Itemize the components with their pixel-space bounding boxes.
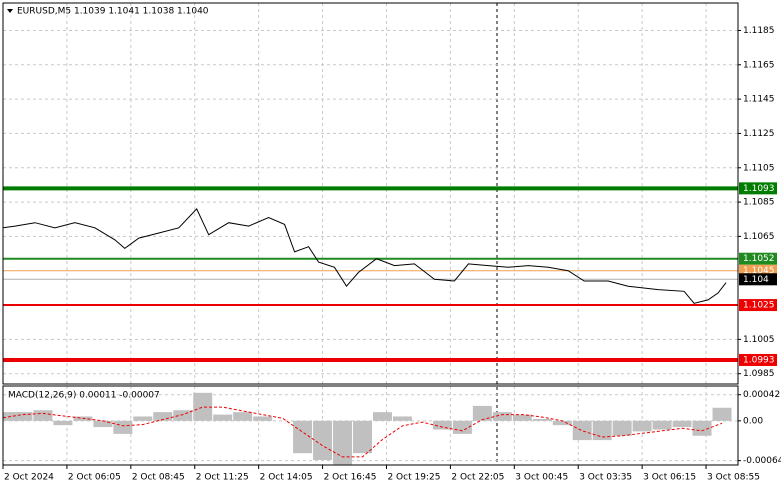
x-tick-label: 3 Oct 06:15 bbox=[643, 473, 696, 483]
x-tick-label: 2 Oct 06:05 bbox=[68, 473, 121, 483]
y-tick-label: 1.1125 bbox=[743, 129, 775, 139]
histogram-bar bbox=[313, 420, 333, 461]
level-label: 1.1052 bbox=[743, 254, 775, 264]
level-label-box bbox=[739, 273, 777, 286]
histogram-bar bbox=[293, 420, 313, 454]
main-frame bbox=[2, 2, 739, 385]
level-label: 1.1045 bbox=[743, 266, 775, 276]
histogram-bar bbox=[253, 416, 273, 421]
histogram-bar bbox=[472, 405, 492, 421]
histogram-bar bbox=[133, 416, 153, 421]
histogram-bar bbox=[612, 420, 632, 436]
macd-frame bbox=[2, 385, 739, 466]
histogram-bar bbox=[552, 420, 572, 426]
menu-triangle bbox=[7, 9, 13, 13]
x-tick-label: 2 Oct 19:25 bbox=[387, 473, 440, 483]
y-tick-label: 1.1105 bbox=[743, 163, 775, 173]
y-tick-label: 1.1185 bbox=[743, 26, 775, 36]
price-line bbox=[2, 208, 727, 304]
level-label-box bbox=[739, 182, 777, 195]
histogram-bar bbox=[392, 416, 412, 421]
histogram-bar bbox=[53, 420, 73, 426]
symbol-title: EURUSD,M5 1.1039 1.1041 1.1038 1.1040 bbox=[17, 7, 209, 17]
histogram-bar bbox=[93, 420, 113, 428]
histogram-bar bbox=[492, 412, 512, 421]
level-label-box bbox=[739, 252, 777, 265]
x-tick-label: 2 Oct 22:05 bbox=[451, 473, 504, 483]
histogram-bar bbox=[3, 412, 22, 421]
y-tick-label: 1.0985 bbox=[743, 369, 775, 379]
x-tick-label: 3 Oct 03:35 bbox=[579, 473, 632, 483]
histogram-bar bbox=[353, 420, 372, 454]
level-label: 1.104 bbox=[743, 275, 769, 285]
x-tick-label: 2 Oct 2024 bbox=[4, 473, 54, 483]
y-tick-label: 1.1145 bbox=[743, 95, 775, 105]
x-tick-label: 3 Oct 00:45 bbox=[515, 473, 568, 483]
histogram-bar bbox=[512, 414, 532, 421]
histogram-bar bbox=[672, 420, 692, 428]
histogram-bar bbox=[153, 412, 173, 421]
content: 1.1185 1.1165 1.1145 1.1125 1.1105 1.1085 1.10… bbox=[2, 3, 781, 483]
histogram-bar bbox=[532, 418, 552, 421]
level-label: 1.1093 bbox=[743, 184, 775, 194]
histogram-bar bbox=[213, 414, 233, 421]
histogram-bar bbox=[712, 407, 732, 421]
y-tick-label: 0.00 bbox=[743, 416, 763, 426]
histogram-bar bbox=[692, 420, 712, 436]
histogram-bar bbox=[572, 420, 592, 441]
histogram-bar bbox=[632, 420, 652, 432]
histogram-bar bbox=[652, 420, 672, 430]
histogram-bar bbox=[113, 420, 133, 434]
level-label: 1.1025 bbox=[743, 301, 775, 311]
macd-title: MACD(12,26,9) 0.00011 -0.00007 bbox=[8, 391, 160, 401]
x-tick-label: 2 Oct 14:05 bbox=[260, 473, 313, 483]
histogram-bar bbox=[33, 410, 53, 421]
x-tick-label: 2 Oct 08:45 bbox=[132, 473, 185, 483]
histogram-bar bbox=[432, 420, 452, 430]
histogram-bar bbox=[233, 412, 253, 421]
histogram-bar bbox=[592, 420, 612, 441]
y-tick-label: 1.1005 bbox=[743, 335, 775, 345]
y-tick-label: 1.1165 bbox=[743, 60, 775, 70]
histogram-bar bbox=[193, 392, 213, 421]
y-tick-label: 1.1065 bbox=[743, 232, 775, 242]
level-label-box bbox=[739, 353, 777, 366]
histogram-bar bbox=[173, 410, 193, 421]
histogram-bar bbox=[333, 420, 353, 465]
histogram-bar bbox=[452, 420, 472, 434]
y-tick-label: -0.00064 bbox=[743, 456, 781, 466]
histogram-bar bbox=[13, 412, 33, 421]
y-tick-label: 1.1085 bbox=[743, 198, 775, 208]
x-tick-label: 2 Oct 16:45 bbox=[324, 473, 377, 483]
x-tick-label: 2 Oct 11:25 bbox=[196, 473, 249, 483]
signal-line bbox=[2, 406, 723, 458]
level-label-box bbox=[739, 299, 777, 312]
level-label: 1.0993 bbox=[743, 355, 775, 365]
x-tick-label: 3 Oct 08:55 bbox=[707, 473, 760, 483]
y-tick-label: 0.00042 bbox=[743, 390, 780, 400]
histogram-bar bbox=[372, 412, 392, 421]
